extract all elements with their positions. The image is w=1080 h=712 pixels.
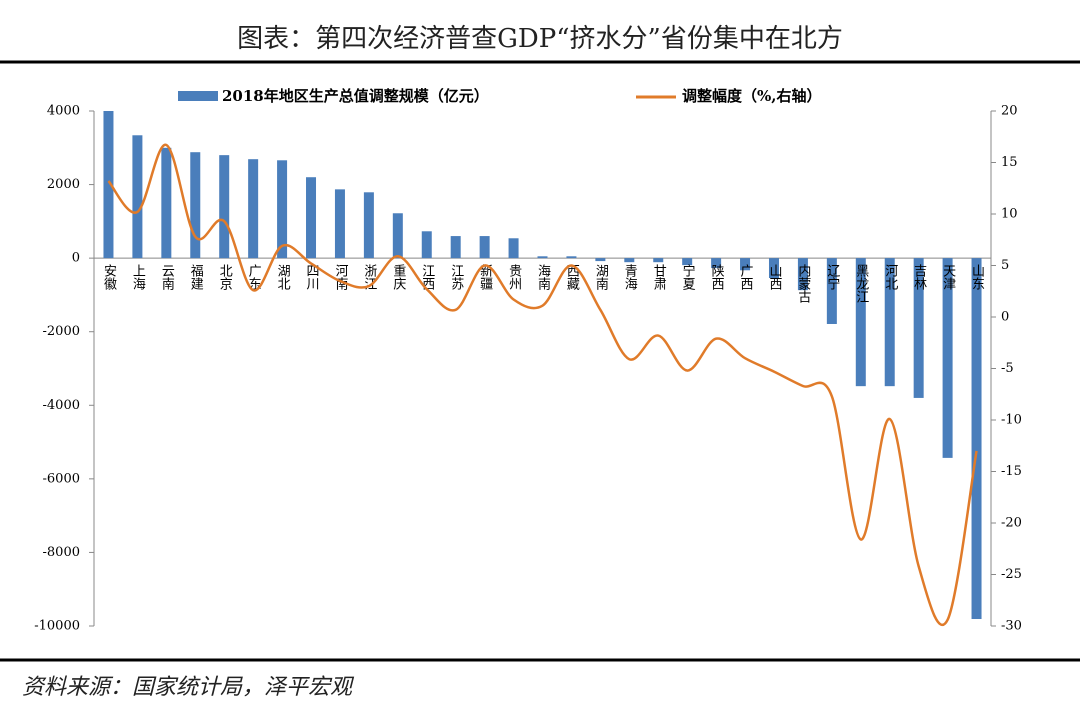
- x-tick-label: 重庆: [390, 264, 406, 291]
- y-tick-label: 2000: [47, 177, 80, 192]
- x-tick-label: 湖北: [275, 264, 291, 291]
- chart-title: 图表：第四次经济普查GDP“挤水分”省份集中在北方: [237, 24, 843, 54]
- legend-label: 2018年地区生产总值调整规模（亿元）: [222, 87, 489, 105]
- bar: [624, 258, 635, 263]
- x-tick-label: 内蒙古: [795, 264, 811, 304]
- bar: [479, 236, 490, 259]
- bar: [363, 192, 374, 259]
- bar: [334, 189, 345, 259]
- x-tick-label: 福建: [188, 264, 204, 291]
- bar: [971, 258, 982, 620]
- y-tick-label: -2000: [43, 324, 80, 339]
- y-tick-label: -4000: [43, 398, 80, 413]
- bar: [884, 258, 895, 387]
- bar: [942, 258, 953, 458]
- bar: [855, 258, 866, 387]
- x-tick-label: 宁夏: [680, 264, 696, 291]
- bar: [797, 258, 808, 291]
- y-tick-label: 0: [72, 251, 80, 266]
- x-tick-label: 吉林: [911, 264, 927, 290]
- bar: [711, 258, 722, 269]
- x-tick-label: 西藏: [564, 264, 580, 290]
- bar: [161, 147, 172, 259]
- bar: [913, 258, 924, 398]
- y2-tick-label: -20: [1001, 516, 1022, 531]
- x-tick-label: 北京: [217, 264, 233, 290]
- y-tick-label: 4000: [47, 104, 80, 119]
- x-tick-label: 江苏: [448, 264, 464, 290]
- x-tick-label: 广西: [738, 264, 754, 290]
- bar: [392, 213, 403, 259]
- bar: [682, 258, 693, 266]
- x-tick-label: 安徽: [101, 264, 117, 290]
- bar: [450, 236, 461, 259]
- bar: [826, 258, 837, 324]
- y-tick-label: -10000: [34, 619, 80, 634]
- bar: [306, 177, 317, 259]
- bar: [653, 258, 664, 263]
- x-tick-label: 云南: [159, 264, 175, 290]
- y2-tick-label: -30: [1001, 619, 1022, 634]
- x-tick-label: 湖南: [593, 264, 609, 290]
- bar: [537, 256, 548, 259]
- x-tick-label: 天津: [940, 264, 956, 290]
- x-tick-label: 辽宁: [824, 264, 840, 290]
- y2-tick-label: 10: [1001, 207, 1018, 222]
- y2-tick-label: 20: [1001, 104, 1018, 119]
- x-tick-label: 四川: [304, 264, 320, 290]
- x-tick-label: 上海: [130, 264, 146, 290]
- y2-tick-label: -10: [1001, 413, 1022, 428]
- x-tick-label: 贵州: [506, 264, 522, 290]
- x-tick-label: 青海: [622, 264, 638, 290]
- y2-tick-label: -15: [1001, 464, 1022, 479]
- bar: [132, 135, 143, 259]
- y-tick-label: -6000: [43, 471, 80, 486]
- legend-label: 调整幅度（%,右轴）: [682, 87, 821, 105]
- x-tick-label: 甘肃: [651, 264, 667, 290]
- bar: [248, 159, 259, 259]
- x-tick-label: 江西: [419, 264, 435, 290]
- x-tick-label: 河北: [882, 264, 898, 291]
- bar: [421, 231, 432, 259]
- bar: [566, 256, 577, 259]
- source: 资料来源：国家统计局，泽平宏观: [22, 675, 355, 700]
- x-tick-label: 新疆: [477, 264, 493, 291]
- y2-tick-label: 0: [1001, 310, 1009, 325]
- x-tick-label: 陕西: [709, 264, 725, 290]
- y2-tick-label: -25: [1001, 567, 1022, 582]
- bar: [595, 258, 606, 262]
- x-tick-label: 黑龙江: [853, 264, 869, 303]
- x-tick-label: 山东: [969, 264, 985, 290]
- x-tick-label: 海南: [535, 264, 551, 290]
- bar: [768, 258, 779, 279]
- bar: [219, 155, 230, 259]
- bar: [277, 160, 288, 259]
- y2-tick-label: -5: [1001, 361, 1014, 376]
- y2-tick-label: 15: [1001, 155, 1018, 170]
- y2-tick-label: 5: [1001, 258, 1009, 273]
- legend-swatch: [178, 91, 218, 101]
- bar: [103, 111, 114, 259]
- x-tick-label: 山西: [766, 264, 782, 290]
- bar: [508, 238, 519, 259]
- line: [107, 143, 978, 627]
- y-tick-label: -8000: [43, 545, 80, 560]
- bar: [190, 152, 201, 259]
- bar: [740, 258, 751, 271]
